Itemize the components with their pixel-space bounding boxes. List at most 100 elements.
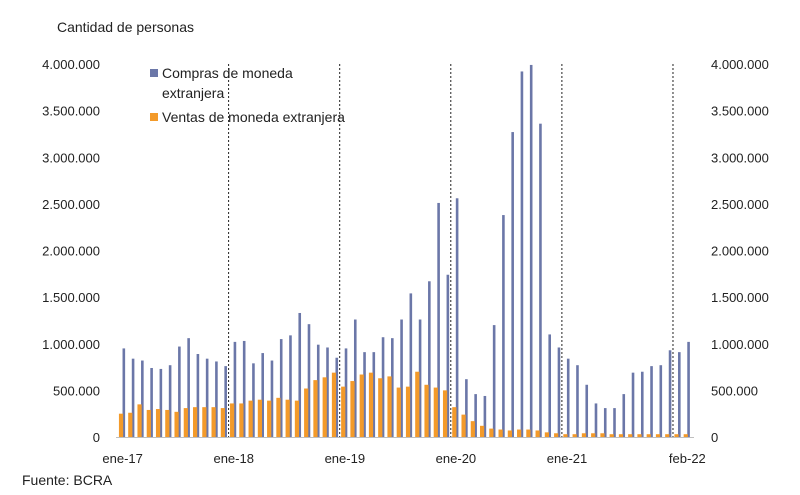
y-tick-right-3: 1.500.000 bbox=[711, 290, 769, 305]
bar-compras-38 bbox=[474, 394, 477, 437]
bar-ventas-42 bbox=[507, 430, 512, 437]
bar-compras-36 bbox=[455, 198, 459, 437]
legend-label-compras-line1: Compras de moneda bbox=[162, 65, 293, 81]
bar-compras-16 bbox=[270, 360, 274, 437]
bar-compras-58 bbox=[659, 365, 663, 437]
bar-ventas-2 bbox=[137, 404, 142, 437]
bar-compras-5 bbox=[168, 365, 172, 437]
bar-ventas-60 bbox=[674, 434, 679, 437]
bar-ventas-16 bbox=[267, 400, 272, 437]
bar-ventas-39 bbox=[479, 425, 485, 437]
bar-compras-30 bbox=[400, 319, 403, 437]
series-ventas-bars bbox=[118, 371, 688, 437]
bar-compras-4 bbox=[159, 368, 163, 437]
bar-ventas-7 bbox=[183, 408, 188, 437]
bar-ventas-34 bbox=[433, 387, 438, 437]
bar-compras-42 bbox=[511, 132, 514, 437]
source-note: Fuente: BCRA bbox=[22, 472, 113, 488]
bar-compras-43 bbox=[520, 71, 524, 438]
y-tick-left-5: 2.500.000 bbox=[42, 197, 100, 212]
bar-ventas-9 bbox=[202, 407, 207, 437]
bar-ventas-4 bbox=[155, 409, 161, 437]
bar-ventas-30 bbox=[396, 387, 401, 437]
bar-ventas-49 bbox=[572, 434, 577, 437]
bar-compras-41 bbox=[502, 215, 505, 437]
bar-compras-2 bbox=[141, 360, 144, 437]
y-tick-left-0: 0 bbox=[93, 430, 100, 445]
legend-label-ventas: Ventas de moneda extranjera bbox=[162, 109, 345, 125]
bar-ventas-35 bbox=[442, 390, 448, 437]
bar-compras-35 bbox=[446, 274, 450, 437]
y-tick-left-8: 4.000.000 bbox=[42, 57, 100, 72]
bar-compras-1 bbox=[131, 358, 135, 437]
bar-ventas-32 bbox=[415, 371, 420, 437]
bar-compras-26 bbox=[363, 352, 366, 437]
bar-compras-39 bbox=[483, 395, 487, 437]
bar-ventas-0 bbox=[118, 413, 124, 437]
y-axis-right-ticks: 0 500.000 1.000.000 1.500.000 2.000.000 2.500… bbox=[711, 57, 769, 445]
bar-compras-29 bbox=[391, 338, 394, 437]
y-tick-left-4: 2.000.000 bbox=[42, 244, 100, 259]
x-tick-0: ene-17 bbox=[102, 451, 142, 466]
y-tick-left-6: 3.000.000 bbox=[42, 150, 100, 165]
bar-ventas-1 bbox=[128, 412, 133, 437]
bar-compras-0 bbox=[122, 348, 126, 437]
bar-compras-57 bbox=[650, 366, 653, 437]
y-tick-left-7: 3.500.000 bbox=[42, 104, 100, 119]
bar-compras-46 bbox=[548, 334, 551, 437]
bar-compras-56 bbox=[640, 371, 644, 437]
bar-ventas-23 bbox=[331, 372, 337, 437]
bar-compras-49 bbox=[576, 365, 579, 437]
bar-ventas-36 bbox=[452, 407, 457, 437]
bar-compras-34 bbox=[437, 202, 440, 437]
bar-ventas-11 bbox=[220, 408, 225, 437]
x-tick-5: feb-22 bbox=[669, 451, 706, 466]
bar-compras-45 bbox=[539, 123, 542, 438]
y-axis-left-ticks: 0 500.000 1.000.000 1.500.000 2.000.000 2.500… bbox=[42, 57, 100, 445]
bar-compras-21 bbox=[316, 344, 320, 437]
bar-ventas-45 bbox=[535, 430, 540, 437]
y-tick-left-2: 1.000.000 bbox=[42, 337, 100, 352]
bar-ventas-46 bbox=[544, 432, 549, 437]
bar-ventas-38 bbox=[470, 421, 475, 437]
bar-ventas-57 bbox=[646, 434, 651, 437]
legend-swatch-ventas bbox=[150, 113, 158, 121]
bar-compras-54 bbox=[622, 394, 626, 437]
bar-compras-24 bbox=[344, 348, 348, 437]
bar-ventas-14 bbox=[248, 400, 253, 437]
bar-ventas-24 bbox=[341, 386, 346, 437]
y-tick-right-0: 0 bbox=[711, 430, 718, 445]
y-tick-right-5: 2.500.000 bbox=[711, 197, 769, 212]
bar-ventas-22 bbox=[322, 377, 327, 437]
bar-compras-52 bbox=[603, 408, 607, 437]
bar-ventas-19 bbox=[294, 400, 300, 437]
bar-ventas-28 bbox=[378, 378, 383, 437]
series-compras-bars bbox=[122, 64, 690, 438]
x-axis-ticks: ene-17 ene-18 ene-19 ene-20 ene-21 feb-22 bbox=[102, 451, 705, 466]
bar-compras-14 bbox=[252, 363, 255, 437]
bar-compras-28 bbox=[381, 337, 385, 437]
bar-compras-44 bbox=[529, 64, 533, 438]
bar-compras-59 bbox=[668, 350, 672, 437]
bar-compras-53 bbox=[613, 408, 616, 437]
y-tick-right-1: 500.000 bbox=[711, 383, 758, 398]
bar-compras-61 bbox=[687, 341, 690, 437]
bar-compras-12 bbox=[233, 341, 237, 437]
bar-ventas-29 bbox=[387, 376, 392, 437]
bar-ventas-26 bbox=[359, 374, 364, 437]
bar-compras-32 bbox=[418, 319, 422, 437]
y-tick-left-1: 500.000 bbox=[53, 383, 100, 398]
bar-compras-7 bbox=[187, 338, 190, 437]
bar-ventas-58 bbox=[655, 434, 661, 437]
bar-ventas-18 bbox=[285, 399, 290, 437]
y-tick-right-6: 3.000.000 bbox=[711, 150, 769, 165]
bar-ventas-40 bbox=[489, 428, 494, 437]
bar-compras-9 bbox=[205, 358, 209, 437]
bar-ventas-21 bbox=[313, 380, 318, 437]
bar-compras-8 bbox=[196, 354, 200, 437]
bar-ventas-48 bbox=[563, 434, 568, 437]
bar-compras-37 bbox=[465, 379, 468, 437]
bar-ventas-8 bbox=[192, 407, 198, 437]
bar-compras-51 bbox=[594, 403, 598, 437]
bar-compras-19 bbox=[298, 312, 302, 437]
